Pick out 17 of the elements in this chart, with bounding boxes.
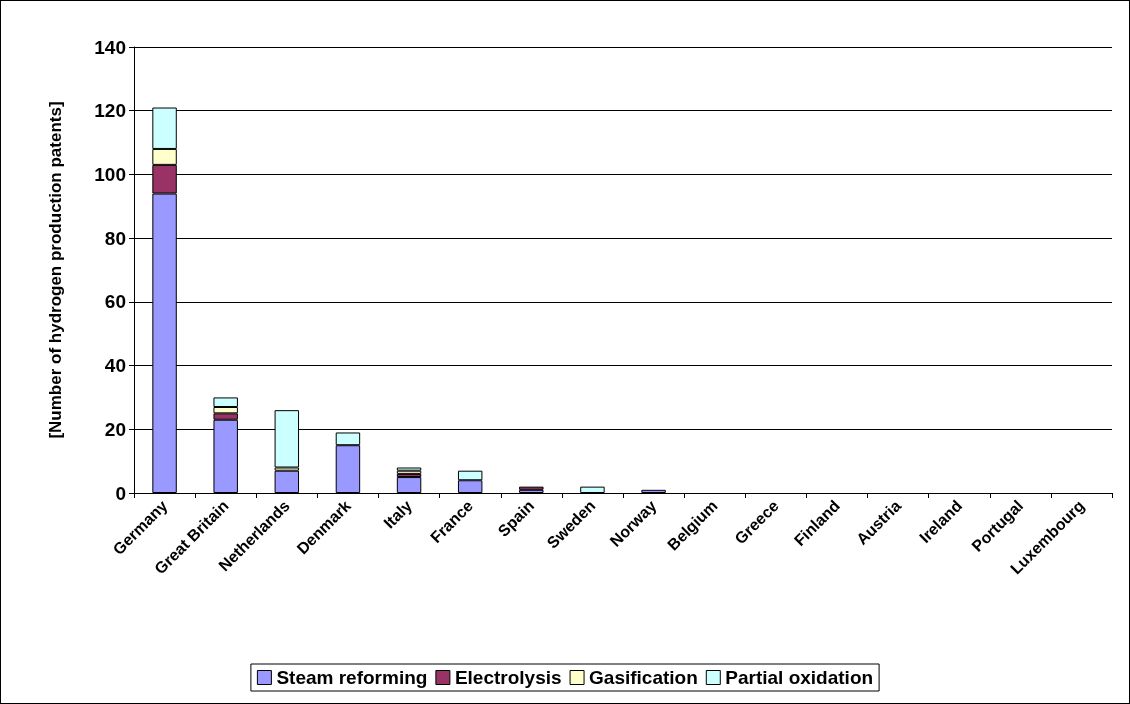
y-tick-label: 40 xyxy=(104,355,126,377)
y-tick-label: 60 xyxy=(104,291,126,313)
y-axis-title: [Number of hydrogen production patents] xyxy=(46,101,65,439)
bar xyxy=(396,477,422,493)
y-tick-label: 100 xyxy=(94,163,126,185)
y-tick-label: 120 xyxy=(94,100,126,122)
bar xyxy=(274,470,300,493)
legend-label: Partial oxidation xyxy=(725,667,874,688)
legend-label: Gasification xyxy=(589,667,698,688)
legend-label: Electrolysis xyxy=(454,667,562,688)
bar xyxy=(641,489,666,493)
legend-label: Steam reforming xyxy=(276,667,428,688)
y-tick-label: 20 xyxy=(104,418,126,440)
y-tick-label: 140 xyxy=(94,36,126,58)
y-tick-label: 0 xyxy=(115,482,126,504)
y-tick-label: 80 xyxy=(104,227,126,249)
bar xyxy=(580,486,605,493)
